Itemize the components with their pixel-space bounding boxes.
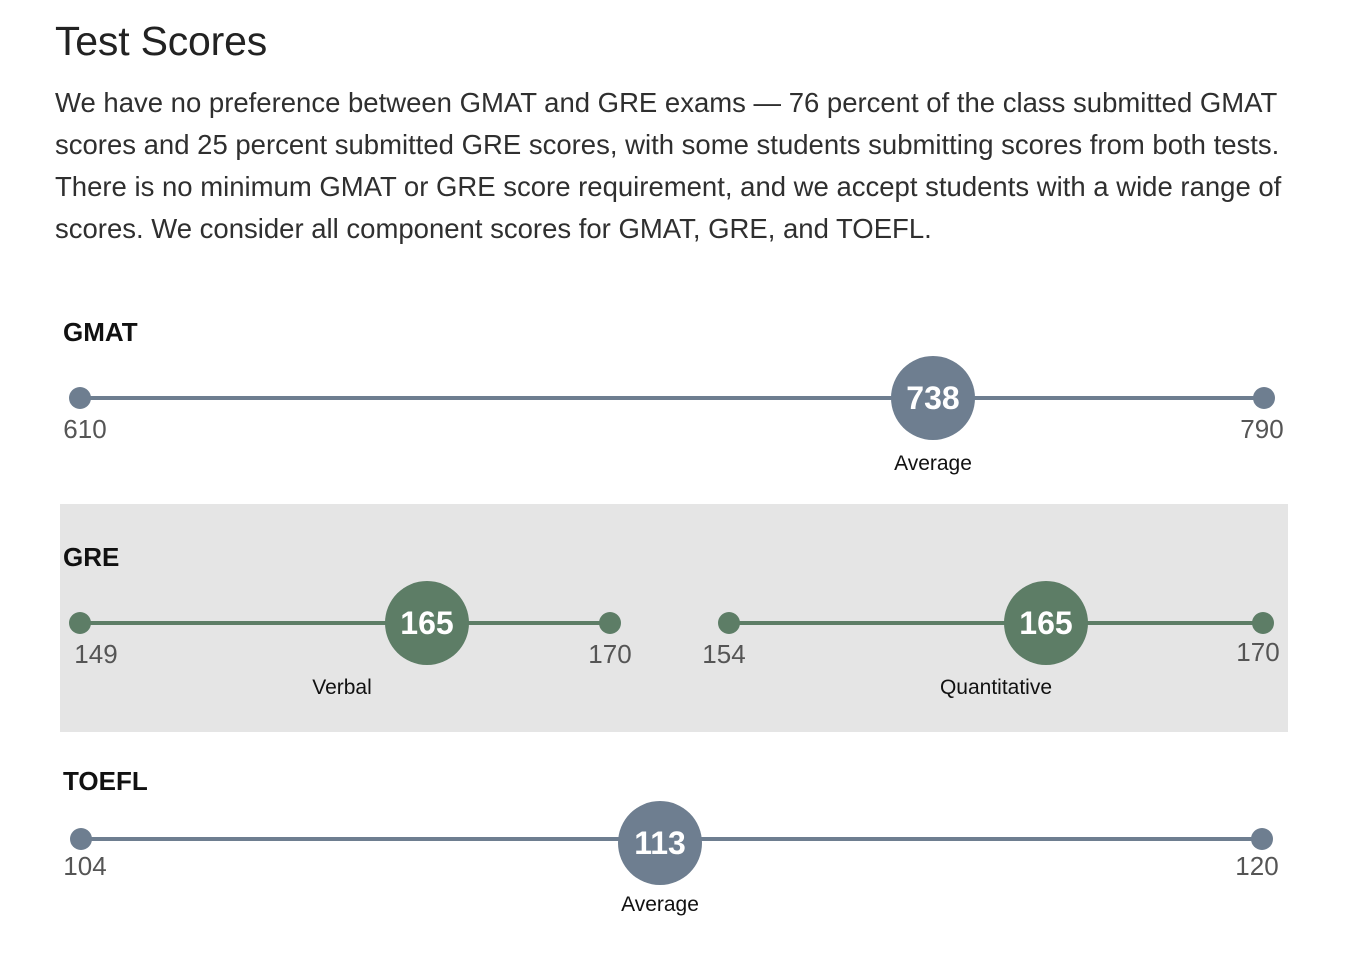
gre-quantitative-min-dot [718, 612, 740, 634]
gre-verbal-min-dot [69, 612, 91, 634]
gre-quantitative-max-dot [1252, 612, 1274, 634]
toefl-average-caption: Average [621, 893, 699, 916]
page-title: Test Scores [55, 18, 267, 64]
gre-verbal-max-dot [599, 612, 621, 634]
gre-section: GRE 149 170 165 Verbal 154 170 165 Quant… [60, 504, 1288, 732]
gre-quantitative-track [729, 621, 1263, 625]
toefl-min-label: 104 [63, 851, 107, 881]
gmat-heading: GMAT [63, 317, 138, 347]
gre-verbal-max-label: 170 [588, 639, 632, 669]
gmat-average-circle: 738 [891, 356, 975, 440]
gre-quantitative-max-label: 170 [1236, 637, 1280, 667]
gre-verbal-track [80, 621, 610, 625]
toefl-average-circle: 113 [618, 801, 702, 885]
gre-verbal-caption: Verbal [312, 676, 372, 699]
gmat-min-label: 610 [63, 414, 107, 444]
intro-paragraph: We have no preference between GMAT and G… [55, 87, 1282, 244]
gmat-average-caption: Average [894, 452, 972, 475]
gre-heading: GRE [63, 542, 120, 572]
gmat-range-track [80, 396, 1264, 400]
gmat-average-value: 738 [906, 379, 960, 416]
toefl-max-dot [1251, 828, 1273, 850]
toefl-section: TOEFL 104 120 113 Average [60, 736, 1288, 946]
gre-quantitative-caption: Quantitative [939, 676, 1053, 699]
toefl-min-dot [70, 828, 92, 850]
gre-quantitative-score-circle: 165 [1004, 581, 1088, 665]
gre-verbal-score-value: 165 [400, 604, 454, 641]
gre-quantitative-score-value: 165 [1019, 604, 1073, 641]
toefl-heading: TOEFL [63, 766, 148, 796]
gmat-section: GMAT 610 790 738 Average [60, 305, 1288, 500]
gre-verbal-score-circle: 165 [385, 581, 469, 665]
toefl-average-value: 113 [634, 824, 686, 861]
gre-quantitative-min-label: 154 [702, 639, 746, 669]
toefl-max-label: 120 [1235, 851, 1279, 881]
gmat-max-dot [1253, 387, 1275, 409]
gmat-min-dot [69, 387, 91, 409]
gre-verbal-min-label: 149 [74, 639, 118, 669]
gmat-max-label: 790 [1240, 414, 1284, 444]
